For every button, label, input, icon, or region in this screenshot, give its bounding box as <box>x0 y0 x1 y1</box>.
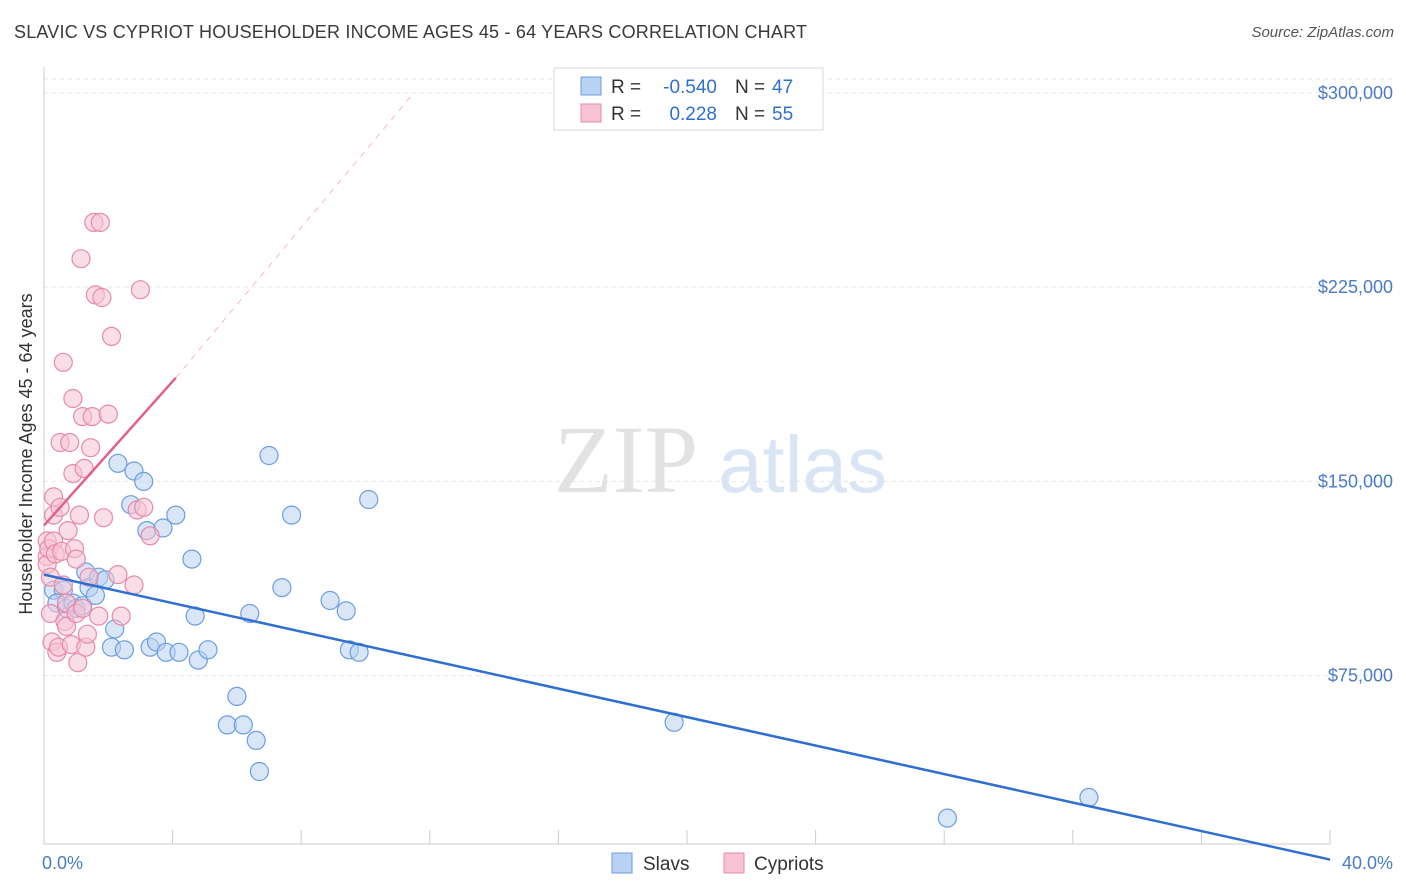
stats-n-value-cypriots: 55 <box>772 104 793 125</box>
stats-r-value-cypriots: 0.228 <box>669 104 717 125</box>
point-cypriots-52 <box>140 526 160 546</box>
point-cypriots-26 <box>66 549 86 569</box>
stats-r-label-cypriots: R = <box>611 104 641 125</box>
point-slavs-43 <box>359 489 379 510</box>
point-slavs-34 <box>246 730 266 751</box>
point-cypriots-51 <box>134 497 154 517</box>
trend-lines <box>43 92 1331 861</box>
trend-line-cypriots <box>43 376 177 527</box>
point-slavs-32 <box>233 715 253 735</box>
point-cypriots-36 <box>80 438 101 458</box>
point-cypriots-34 <box>77 624 98 644</box>
point-slavs-36 <box>259 445 279 466</box>
point-cypriots-54 <box>72 598 93 618</box>
point-slavs-45 <box>937 808 958 828</box>
y-axis-label: Householder Income Ages 45 - 64 years <box>16 293 36 614</box>
point-slavs-39 <box>320 590 340 611</box>
point-cypriots-46 <box>108 564 128 585</box>
point-slavs-35 <box>249 761 269 782</box>
x-tick-label-max: 40.0% <box>1342 853 1393 873</box>
stats-n-label-slavs: N = <box>735 77 765 98</box>
point-slavs-14 <box>114 640 135 660</box>
point-cypriots-44 <box>98 404 118 424</box>
watermark-zip: ZIP <box>554 406 698 513</box>
point-cypriots-50 <box>130 280 150 300</box>
stats-n-label-cypriots: N = <box>735 104 765 125</box>
point-cypriots-16 <box>53 352 73 372</box>
point-cypriots-45 <box>101 326 122 346</box>
point-cypriots-43 <box>93 508 114 528</box>
point-cypriots-40 <box>89 606 109 626</box>
axes <box>43 67 1331 845</box>
legend-label-slavs: Slavs <box>643 854 689 875</box>
watermark-atlas: atlas <box>718 420 887 509</box>
y-tick-label-1: $150,000 <box>1318 471 1393 491</box>
x-tick-label-min: 0.0% <box>42 853 83 873</box>
point-cypriots-30 <box>71 249 91 269</box>
grid-lines <box>44 78 1393 677</box>
point-cypriots-32 <box>74 458 94 478</box>
point-slavs-18 <box>134 471 154 491</box>
source-label: Source: ZipAtlas.com <box>1251 24 1394 41</box>
point-cypriots-35 <box>79 567 99 587</box>
point-slavs-15 <box>108 453 128 473</box>
y-tick-label-3: $300,000 <box>1318 83 1393 103</box>
point-slavs-26 <box>182 549 202 569</box>
point-slavs-24 <box>166 505 186 525</box>
point-slavs-30 <box>217 715 237 735</box>
point-cypriots-37 <box>82 407 102 427</box>
point-cypriots-42 <box>92 287 112 308</box>
point-cypriots-28 <box>68 653 88 673</box>
point-cypriots-48 <box>124 575 144 595</box>
point-slavs-38 <box>282 505 302 525</box>
y-tick-labels: $75,000 $150,000 $225,000 $300,000 <box>1318 83 1393 686</box>
point-cypriots-53 <box>63 388 83 409</box>
point-slavs-25 <box>169 642 189 662</box>
data-points <box>37 212 1099 828</box>
point-cypriots-20 <box>56 616 77 637</box>
legend-swatch-slavs <box>611 852 633 874</box>
stats-r-value-slavs: -0.540 <box>663 77 717 98</box>
legend-swatch-cypriots <box>723 852 745 874</box>
point-slavs-31 <box>227 686 247 707</box>
point-cypriots-41 <box>90 212 110 232</box>
y-tick-label-0: $75,000 <box>1328 666 1393 686</box>
trend-extension-cypriots <box>175 92 415 379</box>
chart-title: SLAVIC VS CYPRIOT HOUSEHOLDER INCOME AGE… <box>14 22 808 42</box>
point-slavs-29 <box>198 640 218 660</box>
point-slavs-40 <box>336 601 356 621</box>
stats-swatch-slavs <box>580 76 602 96</box>
point-cypriots-47 <box>111 606 131 626</box>
point-cypriots-21 <box>58 520 78 541</box>
stats-n-value-slavs: 47 <box>772 77 793 98</box>
legend-label-cypriots: Cypriots <box>754 854 824 875</box>
watermark: ZIP atlas <box>554 406 887 513</box>
y-tick-label-2: $225,000 <box>1318 277 1393 297</box>
stats-legend: R = -0.540 N = 47 R = 0.228 N = 55 <box>553 67 824 131</box>
point-slavs-37 <box>272 577 292 598</box>
series-legend: Slavs Cypriots <box>611 852 824 875</box>
trend-line-slavs <box>43 573 1331 861</box>
point-cypriots-22 <box>60 432 80 453</box>
stats-swatch-cypriots <box>580 103 602 123</box>
stats-r-label-slavs: R = <box>611 77 641 98</box>
point-cypriots-29 <box>69 505 90 525</box>
